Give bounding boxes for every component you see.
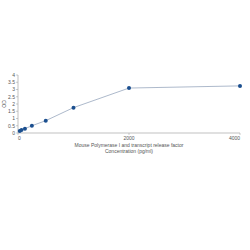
y-tick-label: 2 — [12, 101, 15, 107]
data-point — [72, 106, 76, 110]
y-tick — [16, 82, 18, 83]
data-point — [30, 124, 34, 128]
y-tick-label: 3.5 — [8, 79, 15, 85]
y-tick-label: 0.5 — [8, 123, 15, 129]
plot-area — [18, 84, 242, 133]
y-tick — [16, 104, 18, 105]
data-point — [44, 119, 48, 123]
y-tick-label: 1.5 — [8, 108, 15, 114]
data-point — [127, 86, 131, 90]
x-tick-label: 2000 — [123, 135, 134, 141]
chart: 00.5 11.522.5 33.54 0 2000 4000 OD Mouse Polyme… — [0, 0, 250, 250]
y-tick — [16, 133, 18, 134]
data-point — [238, 84, 242, 88]
y-tick-label: 4 — [12, 72, 15, 78]
y-tick — [16, 75, 18, 76]
y-tick-label: 0 — [12, 130, 15, 136]
series-line — [20, 86, 240, 131]
y-tick — [16, 89, 18, 90]
y-tick — [16, 111, 18, 112]
y-tick-label: 1 — [12, 115, 15, 121]
y-tick-label: 2.5 — [8, 94, 15, 100]
x-axis-label: Mouse Polymerase I and transcript releas… — [75, 142, 184, 154]
x-axis-label-line: Concentration (pg/ml) — [105, 148, 153, 154]
x-tick-label: 4000 — [229, 135, 240, 141]
data-point — [23, 127, 27, 131]
data-point — [19, 128, 23, 132]
y-tick — [16, 125, 18, 126]
y-tick — [16, 96, 18, 97]
x-tick-label: 0 — [18, 135, 21, 141]
y-tick — [16, 118, 18, 119]
y-tick-label: 3 — [12, 86, 15, 92]
y-axis-label: OD — [1, 100, 7, 108]
